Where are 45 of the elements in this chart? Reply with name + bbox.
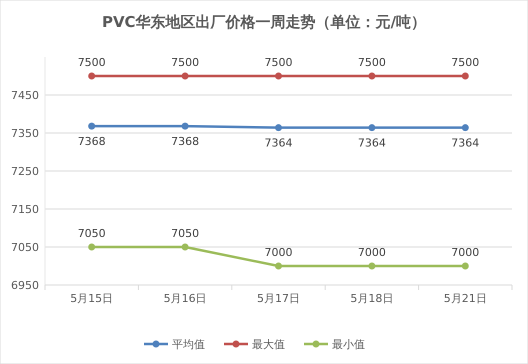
point bbox=[275, 262, 282, 270]
point bbox=[368, 262, 376, 270]
data-label: 7500 bbox=[171, 56, 200, 69]
data-label: 7500 bbox=[264, 56, 292, 69]
data-label: 7500 bbox=[358, 56, 386, 69]
data-label: 7050 bbox=[78, 227, 106, 240]
y-tick-label: 7450 bbox=[11, 89, 39, 102]
y-tick-label: 7250 bbox=[11, 165, 39, 178]
x-tick-label: 5月18日 bbox=[350, 292, 394, 305]
point bbox=[368, 72, 376, 80]
point bbox=[182, 72, 189, 80]
data-label: 7000 bbox=[451, 246, 480, 259]
y-tick-label: 6950 bbox=[11, 279, 39, 292]
data-label: 7050 bbox=[171, 227, 200, 240]
point bbox=[88, 72, 96, 80]
x-tick-label: 5月21日 bbox=[444, 292, 487, 305]
legend-label: 平均值 bbox=[172, 338, 205, 351]
point bbox=[88, 244, 96, 250]
point bbox=[275, 124, 282, 132]
data-label: 7000 bbox=[264, 246, 292, 259]
data-label: 7364 bbox=[264, 136, 292, 150]
point bbox=[182, 244, 189, 250]
point bbox=[182, 122, 189, 130]
x-tick-label: 5月15日 bbox=[70, 292, 114, 305]
legend-label: 最大值 bbox=[252, 338, 285, 351]
data-label: 7500 bbox=[451, 56, 480, 69]
data-label: 7500 bbox=[78, 56, 106, 69]
legend-label: 最小值 bbox=[332, 338, 365, 351]
x-tick-label: 5月17日 bbox=[257, 292, 300, 305]
data-label: 7364 bbox=[451, 136, 480, 150]
y-tick-label: 7150 bbox=[11, 203, 39, 216]
point bbox=[275, 72, 282, 80]
point bbox=[368, 124, 376, 132]
data-label: 7000 bbox=[358, 246, 386, 259]
data-label: 7368 bbox=[78, 135, 106, 148]
point bbox=[462, 262, 469, 270]
title: PVC华东地区出厂价格一周走势（单位：元/吨） bbox=[102, 13, 426, 31]
y-tick-label: 7050 bbox=[11, 241, 39, 254]
point bbox=[462, 124, 469, 132]
point bbox=[462, 72, 469, 80]
data-label: 7368 bbox=[171, 135, 200, 148]
data-label: 7364 bbox=[358, 136, 386, 150]
y-tick-label: 7350 bbox=[11, 127, 39, 140]
x-tick-label: 5月16日 bbox=[164, 292, 207, 305]
point bbox=[88, 122, 96, 130]
